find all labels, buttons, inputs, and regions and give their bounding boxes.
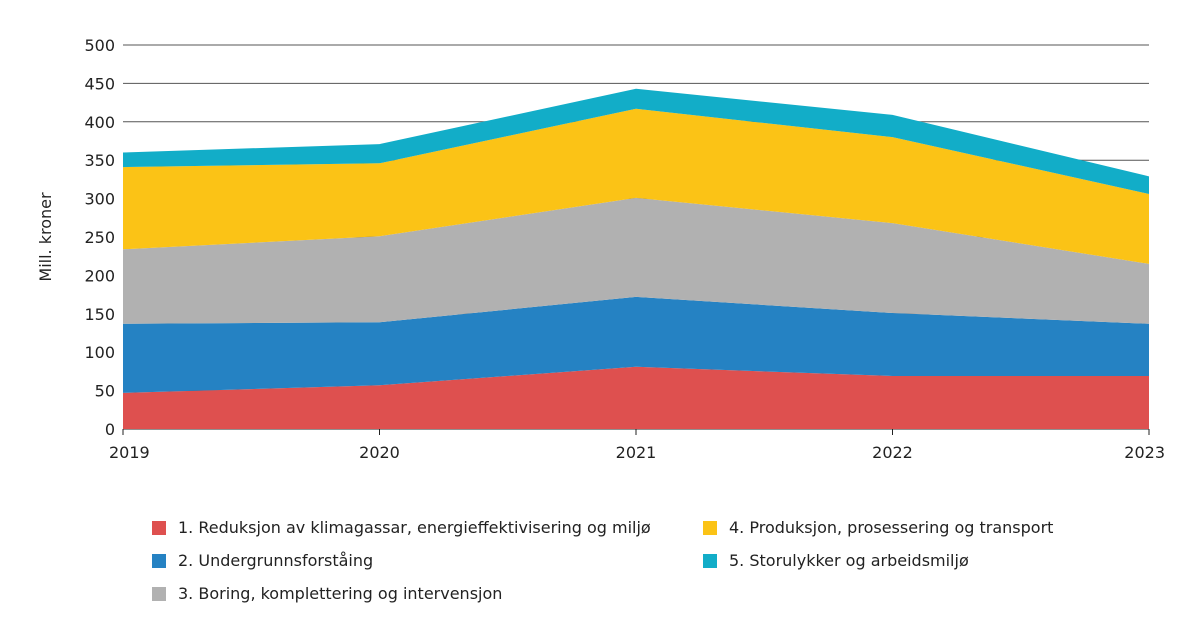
legend-swatch: [152, 586, 166, 601]
y-tick-label: 100: [84, 343, 115, 362]
legend-label: 2. Undergrunnsforståing: [178, 551, 374, 570]
y-tick-label: 150: [84, 305, 115, 324]
legend-swatch: [703, 520, 717, 535]
legend-label: 4. Produksjon, prosessering og transport: [729, 518, 1054, 537]
y-tick-label: 200: [84, 266, 115, 285]
y-tick-label: 500: [84, 36, 115, 55]
stacked-area-chart: 0 50 100 150 200 250 300 350 400 450 500 2019 2020 2…: [36, 36, 1165, 462]
legend-label: 5. Storulykker og arbeidsmiljø: [729, 551, 969, 570]
area-series-3: [123, 197, 1149, 324]
y-axis-label: Mill. kroner: [36, 192, 55, 282]
y-tick-label: 400: [84, 113, 115, 132]
area-series-5: [123, 88, 1149, 194]
y-tick-label: 250: [84, 228, 115, 247]
y-tick-label: 300: [84, 190, 115, 209]
legend-swatch: [152, 553, 166, 568]
legend-swatch: [703, 553, 717, 568]
area-series-2: [123, 296, 1149, 393]
legend-label: 1. Reduksjon av klimagassar, energieffek…: [178, 518, 651, 537]
x-tick-label: 2023: [1124, 443, 1165, 462]
legend-item: 3. Boring, komplettering og intervensjon: [152, 584, 502, 603]
x-tick-label: 2022: [872, 443, 913, 462]
y-tick-label: 350: [84, 151, 115, 170]
legend-item: 5. Storulykker og arbeidsmiljø: [703, 551, 969, 570]
y-tick-label: 0: [105, 420, 115, 439]
area-series-1: [123, 366, 1149, 429]
x-tick-label: 2020: [359, 443, 400, 462]
x-tick-label: 2021: [616, 443, 657, 462]
x-tick-label: 2019: [109, 443, 150, 462]
legend-item: 4. Produksjon, prosessering og transport: [703, 518, 1053, 537]
legend-swatch: [152, 520, 166, 535]
area-series-4: [123, 108, 1149, 264]
y-tick-label: 450: [84, 74, 115, 93]
y-tick-label: 50: [95, 382, 115, 401]
legend-label: 3. Boring, komplettering og intervensjon: [178, 584, 503, 603]
legend-item: 2. Undergrunnsforståing: [152, 551, 373, 570]
legend-item: 1. Reduksjon av klimagassar, energieffek…: [152, 518, 651, 537]
